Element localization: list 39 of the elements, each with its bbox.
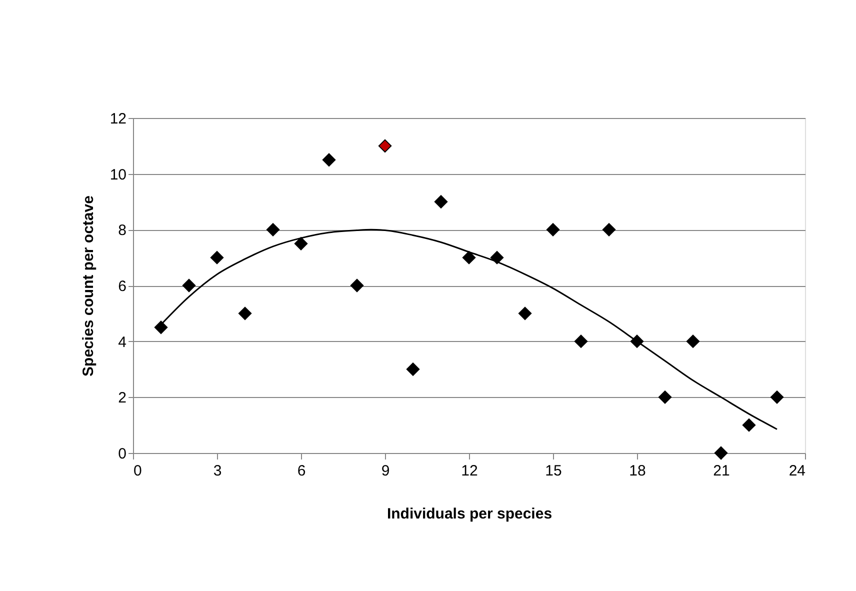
point — [350, 278, 364, 292]
point — [546, 223, 560, 236]
y-axis-title: Species count per octave — [80, 196, 97, 376]
point — [294, 237, 308, 250]
point — [770, 390, 784, 404]
x-tick-label: 24 — [788, 462, 806, 480]
point — [322, 153, 336, 166]
point — [462, 250, 476, 264]
y-tick-label: 0 — [118, 446, 126, 462]
y-tick-label: 4 — [118, 334, 126, 351]
point — [658, 390, 672, 404]
y-tick-label: 6 — [118, 278, 126, 295]
point — [210, 250, 224, 264]
x-tick-label: 15 — [545, 462, 562, 480]
y-tick-label: 10 — [110, 166, 126, 184]
x-tick-label: 12 — [461, 462, 478, 480]
x-tick-label: 18 — [629, 462, 646, 480]
point — [742, 418, 756, 432]
point — [154, 320, 168, 334]
point — [574, 334, 588, 348]
x-tick-label: 6 — [297, 462, 306, 480]
point — [686, 334, 700, 348]
point — [406, 362, 420, 376]
point — [434, 195, 448, 208]
point — [238, 306, 252, 320]
point — [518, 306, 532, 320]
x-axis-title: Individuals per species — [386, 506, 552, 522]
point — [182, 278, 196, 292]
point — [378, 139, 392, 153]
y-tick-label: 12 — [110, 110, 126, 128]
point — [714, 446, 728, 460]
y-tick-label: 2 — [118, 390, 126, 407]
point — [266, 223, 280, 236]
y-tick-label: 8 — [118, 222, 126, 240]
x-tick-label: 21 — [713, 462, 730, 480]
x-tick-label: 9 — [381, 462, 390, 480]
x-tick-label: 3 — [213, 462, 222, 480]
x-tick-label: 0 — [134, 462, 142, 480]
point — [602, 223, 616, 236]
